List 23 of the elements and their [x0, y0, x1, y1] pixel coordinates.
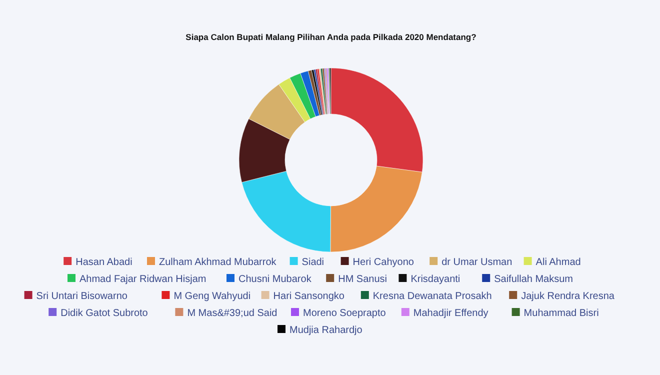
legend-label: Krisdayanti — [410, 274, 460, 285]
legend-label: M Geng Wahyudi — [174, 291, 251, 302]
legend-label: Kresna Dewanata Prosakh — [372, 291, 492, 302]
legend-label: Siadi — [302, 257, 324, 268]
legend-label: dr Umar Usman — [442, 257, 512, 268]
legend-label: Jajuk Rendra Kresna — [521, 291, 615, 302]
legend-label: Ali Ahmad — [536, 257, 581, 268]
legend-label: Chusni Mubarok — [238, 274, 312, 285]
legend-label: M Mas&#39;ud Said — [187, 308, 278, 319]
legend-label: Moreno Soeprapto — [303, 308, 386, 319]
legend-label: Hasan Abadi — [76, 257, 132, 268]
legend-label: Saifullah Maksum — [494, 274, 574, 285]
legend-label: Didik Gatot Subroto — [60, 308, 148, 319]
legend-label: Heri Cahyono — [352, 257, 414, 268]
legend-label: Ahmad Fajar Ridwan Hisjam — [80, 274, 206, 285]
legend-label: Mahadjir Effendy — [413, 308, 488, 319]
chart-title: Siapa Calon Bupati Malang Pilihan Anda pada Pilkada 2020 Mendatang? — [186, 32, 476, 42]
legend-label: Muhammad Bisri — [524, 308, 599, 319]
legend-label: HM Sanusi — [338, 274, 388, 285]
legend-label: Sri Untari Bisowarno — [36, 291, 128, 302]
legend-label: Hari Sansongko — [273, 291, 345, 302]
legend-label: Zulham Akhmad Mubarrok — [159, 257, 278, 268]
legend-label: Mudjia Rahardjo — [290, 325, 363, 336]
